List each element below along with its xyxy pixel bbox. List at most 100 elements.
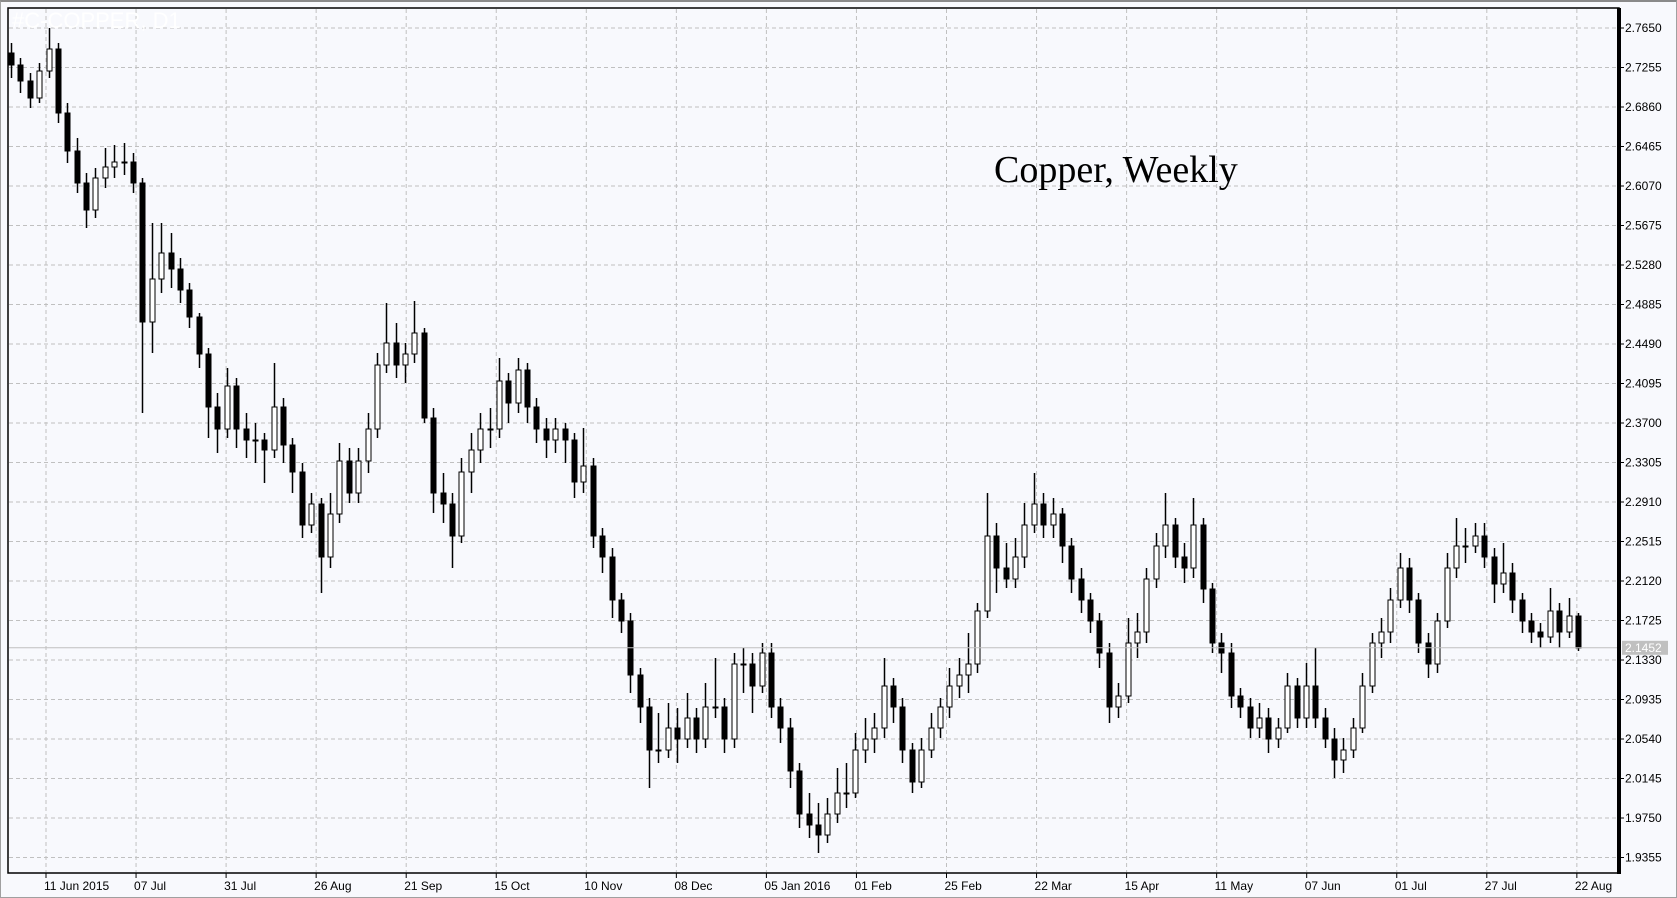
candle-body <box>458 471 465 537</box>
candle-body <box>1190 524 1197 569</box>
candle-bear <box>1040 493 1047 538</box>
candle-bull <box>1434 613 1441 673</box>
candles <box>8 28 1582 853</box>
candle-body <box>1322 717 1329 740</box>
candle-body <box>777 706 784 729</box>
candle-body <box>186 289 193 318</box>
candle-bear <box>64 103 71 163</box>
y-tick-label: 2.2120 <box>1625 574 1662 588</box>
y-tick-label: 2.0145 <box>1625 772 1662 786</box>
candle-bear <box>280 398 287 463</box>
candle-bear <box>1265 708 1272 753</box>
candle-body <box>1509 572 1516 601</box>
y-tick-label: 2.5280 <box>1625 258 1662 272</box>
candle-body <box>1078 578 1085 601</box>
candle-bull <box>487 408 494 448</box>
candle-bull <box>1134 613 1141 658</box>
x-tick-label: 01 Feb <box>854 879 892 893</box>
candle-body <box>496 380 503 430</box>
candle-bear <box>214 393 221 453</box>
candle-bear <box>627 613 634 693</box>
candle-body <box>46 48 53 72</box>
candle-body <box>852 749 859 794</box>
candle-body <box>1256 717 1263 729</box>
candle-body <box>571 439 578 483</box>
candle-body <box>365 428 372 462</box>
candle-body <box>618 599 625 622</box>
candle-bull <box>121 143 128 175</box>
candle-bull <box>1115 683 1122 718</box>
last-price-label-bg <box>1622 640 1668 655</box>
candle-bull <box>965 633 972 693</box>
candle-bull <box>881 658 888 738</box>
candle-bear <box>430 408 437 513</box>
candle-bear <box>1237 688 1244 718</box>
candle-body <box>83 182 90 211</box>
candle-body <box>899 706 906 751</box>
candle-body <box>1453 545 1460 569</box>
candle-bear <box>1247 698 1254 738</box>
candle-bull <box>1340 738 1347 773</box>
candle-bear <box>777 698 784 743</box>
candle-body <box>665 727 672 751</box>
candle-body <box>149 278 156 323</box>
candle-bear <box>1322 708 1329 748</box>
candle-body <box>477 428 484 451</box>
candle-bull <box>1050 498 1057 538</box>
candle-bull <box>336 443 343 523</box>
candle-bull <box>834 768 841 823</box>
candle-bull <box>974 603 981 673</box>
candle-body <box>139 182 146 323</box>
candle-bull <box>928 713 935 758</box>
candle-bull <box>1153 533 1160 588</box>
y-tick-label: 2.1725 <box>1625 614 1662 628</box>
candle-body <box>759 652 766 687</box>
candle-body <box>1228 652 1235 697</box>
candle-body <box>224 385 231 430</box>
candle-bear <box>74 138 81 193</box>
y-tick-label: 2.2910 <box>1625 495 1662 509</box>
candle-bear <box>1481 523 1488 568</box>
candle-bear <box>749 653 756 713</box>
candle-bull <box>937 698 944 738</box>
x-tick-label: 07 Jul <box>134 879 166 893</box>
candle-body <box>1575 615 1582 649</box>
candle-body <box>243 428 250 441</box>
x-tick-label: 11 May <box>1215 879 1253 893</box>
candle-bear <box>1181 543 1188 583</box>
candle-bear <box>243 413 250 458</box>
candle-bear <box>609 548 616 618</box>
candle-body <box>280 406 287 446</box>
candle-bull <box>1453 518 1460 578</box>
y-tick-label: 2.6465 <box>1625 140 1662 154</box>
candle-body <box>1012 556 1019 580</box>
candle-bull <box>580 428 587 493</box>
candle-body <box>815 824 822 836</box>
candle-body <box>928 727 935 751</box>
candle-bear <box>393 323 400 378</box>
candle-body <box>74 150 81 184</box>
plot-frame <box>7 7 1620 874</box>
candle-bull <box>1284 673 1291 733</box>
y-tick-label: 1.9355 <box>1625 851 1662 865</box>
candle-body <box>177 268 184 291</box>
candle-body <box>505 380 512 404</box>
candle-body <box>1087 599 1094 622</box>
candle-body <box>1059 513 1066 547</box>
candle-bear <box>83 173 90 228</box>
candle-body <box>965 663 972 676</box>
candle-bull <box>1566 598 1573 638</box>
candle-bull <box>1350 718 1357 758</box>
candle-body <box>721 706 728 740</box>
candle-body <box>205 353 212 408</box>
candle-body <box>1350 727 1357 751</box>
candle-bull <box>1397 553 1404 608</box>
candle-body <box>1209 588 1216 644</box>
candle-bull <box>111 145 118 178</box>
candle-bear <box>1003 543 1010 588</box>
candle-bull <box>402 343 409 383</box>
candle-bull <box>1500 543 1507 593</box>
candle-bear <box>1331 728 1338 778</box>
candle-bull <box>327 493 334 568</box>
